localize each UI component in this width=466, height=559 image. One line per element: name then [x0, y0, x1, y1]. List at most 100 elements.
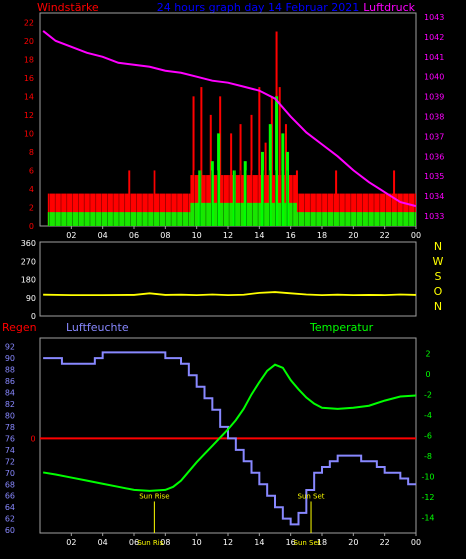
humidity-y-tick-label: 60: [5, 526, 15, 535]
lower-panel: Regen Luftfeuchte Temperatur 60 62 64 66 68 7…: [2, 321, 435, 547]
compass-label: S: [435, 270, 442, 283]
pressure-y-tick-label: 1038: [424, 113, 444, 122]
temperature-y-tick-label: 0: [425, 370, 430, 379]
wind-gust-spike: [250, 114, 253, 226]
wind-gust-spike: [335, 170, 338, 226]
direction-y-tick-label: 360: [21, 239, 36, 248]
sunrise-bottom-label: Sun Ris: [137, 539, 163, 547]
temperature-y-tick-label: -4: [424, 411, 432, 420]
lower-x-tick-label: 20: [348, 538, 358, 547]
wind-gust-spike: [128, 170, 131, 226]
wind-gust-spike: [153, 170, 156, 226]
wind-gust-spike: [209, 114, 212, 226]
wind-avg-spike: [268, 124, 272, 226]
humidity-y-tick-label: 82: [5, 400, 15, 409]
header: Windstärke 24 hours graph day 14 Februar…: [37, 1, 416, 14]
wind-x-tick-label: 04: [98, 231, 108, 240]
wind-y-tick-label: 12: [24, 111, 34, 120]
wind-avg-spike: [232, 170, 236, 226]
wind-avg-spike: [210, 161, 214, 226]
pressure-y-tick-label: 1039: [424, 93, 444, 102]
wind-x-tick-label: 14: [254, 231, 264, 240]
direction-y-tick-label: 180: [21, 276, 36, 285]
humidity-y-tick-label: 84: [5, 388, 15, 397]
wind-gust-spike: [192, 96, 195, 226]
humidity-y-tick-label: 68: [5, 480, 15, 489]
wind-avg-block: [190, 202, 297, 226]
compass-label: N: [434, 300, 442, 313]
humidity-label: Luftfeuchte: [66, 321, 129, 334]
wind-x-tick-label: 18: [317, 231, 327, 240]
wind-avg-spike: [260, 151, 264, 226]
lower-x-tick-label: 04: [98, 538, 108, 547]
lower-x-tick-label: 08: [160, 538, 170, 547]
humidity-y-tick-label: 74: [5, 446, 15, 455]
wind-gust-spike: [219, 96, 222, 226]
lower-x-tick-label: 06: [129, 538, 139, 547]
wind-y-tick-label: 18: [24, 55, 34, 64]
wind-avg-spike: [198, 170, 202, 226]
wind-avg-spike: [281, 133, 285, 226]
humidity-y-tick-label: 88: [5, 366, 15, 375]
lower-x-tick-label: 18: [317, 538, 327, 547]
wind-y-tick-label: 8: [29, 148, 34, 157]
wind-gust-spike: [270, 96, 273, 226]
wind-gust-spike: [258, 87, 261, 226]
direction-y-tick-label: 90: [26, 294, 36, 303]
temperature-y-tick-label: -14: [421, 514, 434, 523]
wind-x-tick-label: 16: [286, 231, 296, 240]
humidity-y-tick-label: 62: [5, 515, 15, 524]
pressure-line: [42, 30, 417, 208]
wind-x-tick-label: 06: [129, 231, 139, 240]
header-left: Windstärke: [37, 1, 99, 14]
wind-y-tick-label: 16: [24, 74, 34, 83]
humidity-line: [43, 351, 416, 526]
wind-panel: 0246810121416182022103310341035103610371…: [24, 12, 444, 240]
wind-avg-spike: [217, 133, 221, 226]
sun-marker-label: Sun Set: [298, 492, 325, 500]
humidity-y-tick-label: 76: [5, 434, 15, 443]
wind-x-tick-label: 20: [348, 231, 358, 240]
temperature-y-tick-label: -10: [421, 473, 434, 482]
direction-line: [43, 291, 417, 297]
wind-y-tick-label: 10: [24, 129, 34, 138]
temperature-y-tick-label: -8: [424, 452, 432, 461]
wind-x-tick-label: 10: [192, 231, 202, 240]
pressure-y-tick-label: 1034: [424, 192, 444, 201]
sun-marker-label: Sun Rise: [139, 492, 169, 500]
lower-x-tick-label: 22: [380, 538, 390, 547]
humidity-y-tick-label: 80: [5, 411, 15, 420]
wind-gust-spike: [200, 87, 203, 226]
lower-x-tick-label: 10: [192, 538, 202, 547]
wind-x-tick-label: 12: [223, 231, 233, 240]
lower-x-tick-label: 16: [286, 538, 296, 547]
lower-x-tick-label: 00: [411, 538, 421, 547]
humidity-y-tick-label: 86: [5, 377, 15, 386]
header-center: 24 hours graph day 14 Februar 2021: [157, 1, 360, 14]
temperature-y-tick-label: -2: [424, 390, 432, 399]
humidity-y-tick-label: 70: [5, 469, 15, 478]
direction-y-tick-label: 270: [21, 257, 36, 266]
pressure-y-tick-label: 1037: [424, 132, 444, 141]
humidity-y-tick-label: 66: [5, 492, 15, 501]
lower-x-tick-label: 12: [223, 538, 233, 547]
pressure-y-tick-label: 1033: [424, 212, 444, 221]
lower-x-tick-label: 14: [254, 538, 264, 547]
compass-label: O: [434, 285, 443, 298]
temperature-y-tick-label: -12: [421, 493, 434, 502]
wind-avg-spike: [275, 96, 279, 226]
direction-y-tick-label: 0: [31, 312, 36, 321]
wind-y-tick-label: 22: [24, 18, 34, 27]
wind-y-tick-label: 2: [29, 203, 34, 212]
temperature-y-tick-label: 2: [425, 349, 430, 358]
humidity-y-tick-label: 90: [5, 354, 15, 363]
rain-label: Regen: [2, 321, 37, 334]
rain-y-tick-label: 0: [30, 434, 35, 443]
pressure-y-tick-label: 1040: [424, 73, 444, 82]
wind-x-tick-label: 08: [160, 231, 170, 240]
wind-avg-spike: [243, 161, 247, 226]
pressure-y-tick-label: 1035: [424, 172, 444, 181]
lower-x-tick-label: 02: [66, 538, 76, 547]
compass-label: N: [434, 240, 442, 253]
